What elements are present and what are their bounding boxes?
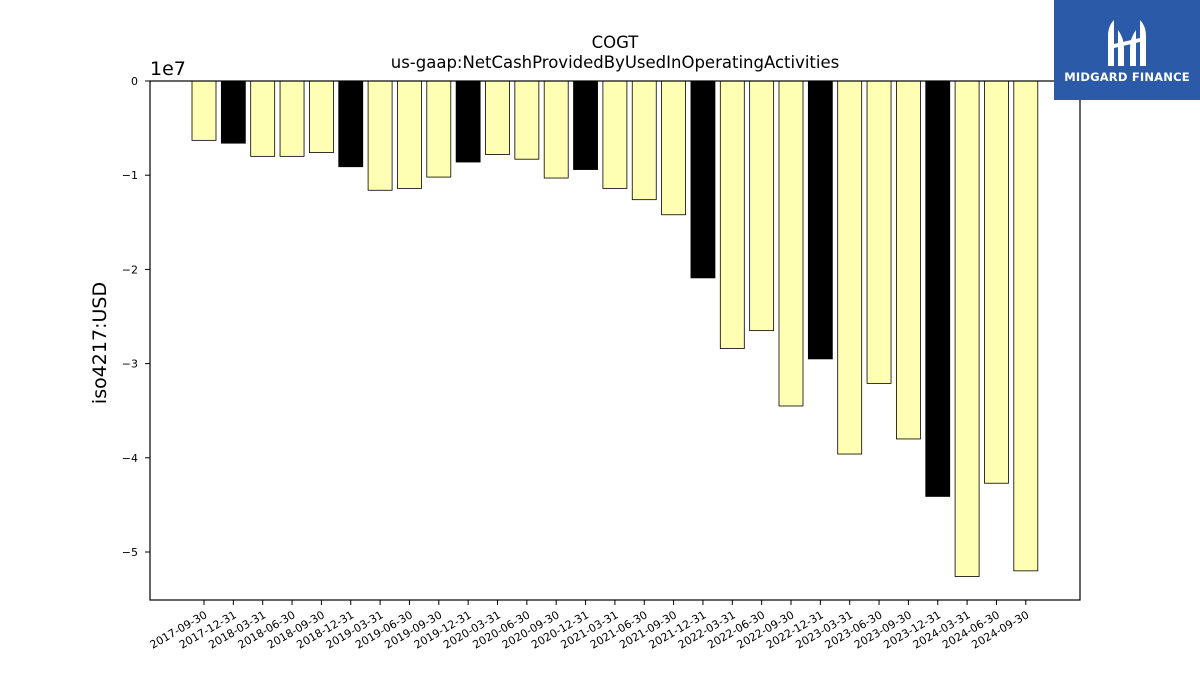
y-tick-label: −4 <box>122 452 138 465</box>
y-tick-label: −3 <box>122 358 138 371</box>
logo-text: MIDGARD FINANCE <box>1064 70 1190 84</box>
plot-frame <box>149 80 1081 601</box>
x-ticks-group: 2017-09-302017-12-312018-03-312018-06-30… <box>148 600 1031 652</box>
y-tick-label: −5 <box>122 546 138 559</box>
bar-2021-12-31 <box>690 80 716 279</box>
bar-2024-03-31 <box>954 80 980 577</box>
bar-2021-06-30 <box>631 80 657 201</box>
bar-2024-06-30 <box>984 80 1009 484</box>
bar-2023-06-30 <box>866 80 892 384</box>
bar-2022-12-31 <box>807 80 833 360</box>
bar-2017-09-30 <box>191 80 217 141</box>
bar-2020-06-30 <box>514 80 540 160</box>
bar-2019-12-31 <box>455 80 481 163</box>
bar-2019-03-31 <box>367 80 393 191</box>
scale-label: 1e7 <box>150 58 186 80</box>
y-tick-label: −1 <box>122 169 138 182</box>
logo: MIDGARD FINANCE <box>1054 0 1200 100</box>
bar-2022-06-30 <box>749 80 775 332</box>
chart-title: COGT <box>592 33 640 52</box>
bar-2022-03-31 <box>719 80 745 349</box>
bar-2024-09-30 <box>1013 80 1039 572</box>
bar-2023-03-31 <box>837 80 863 455</box>
bar-2018-06-30 <box>279 80 305 157</box>
chart-subtitle: us-gaap:NetCashProvidedByUsedInOperating… <box>391 53 839 72</box>
bar-2023-09-30 <box>896 80 921 440</box>
y-tick-label: −2 <box>122 263 138 276</box>
bar-2018-12-31 <box>338 80 364 168</box>
bar-2018-03-31 <box>250 80 276 157</box>
bars-group <box>191 80 1039 577</box>
bar-2019-09-30 <box>426 80 452 178</box>
bar-2020-12-31 <box>573 80 598 170</box>
bar-2021-09-30 <box>661 80 686 216</box>
bar-2020-03-31 <box>485 80 510 155</box>
bar-2019-06-30 <box>397 80 422 189</box>
bar-2017-12-31 <box>220 80 246 144</box>
bar-2022-09-30 <box>778 80 804 407</box>
y-axis-label: iso4217:USD <box>89 282 111 404</box>
bar-2023-12-31 <box>925 80 951 497</box>
bar-2018-09-30 <box>308 80 334 153</box>
y-ticks-group: 0 −1 −2 −3 −4 −5 <box>122 75 150 559</box>
bar-2021-03-31 <box>602 80 628 189</box>
y-tick-label: 0 <box>131 75 138 88</box>
bar-2020-09-30 <box>543 80 569 179</box>
midgard-logo-icon <box>1108 20 1146 66</box>
